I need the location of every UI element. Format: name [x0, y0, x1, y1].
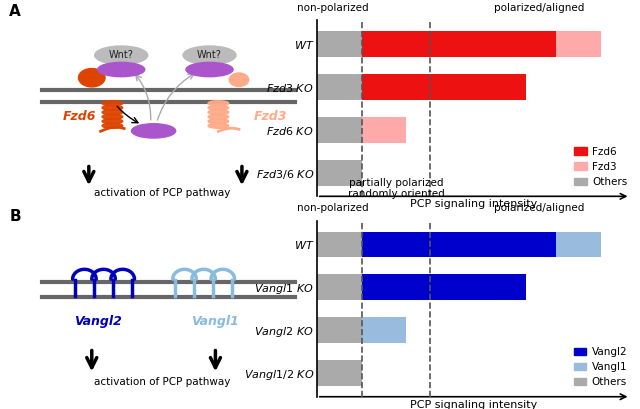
Bar	[317, 274, 362, 300]
Ellipse shape	[132, 124, 176, 138]
Ellipse shape	[102, 123, 123, 128]
Bar	[362, 317, 406, 343]
Text: Cthrc1: Cthrc1	[108, 65, 135, 74]
Ellipse shape	[102, 110, 123, 115]
Text: Wnt?: Wnt?	[109, 50, 134, 60]
Legend: Fzd6, Fzd3, Others: Fzd6, Fzd3, Others	[570, 142, 632, 191]
Bar	[362, 274, 526, 300]
Text: Fzd3: Fzd3	[253, 110, 287, 123]
Text: Vangl2: Vangl2	[74, 315, 122, 328]
Ellipse shape	[208, 114, 228, 119]
Text: partially polarized
randomly oriented: partially polarized randomly oriented	[348, 178, 444, 200]
Bar	[317, 117, 362, 143]
Text: A: A	[10, 4, 21, 19]
Text: polarized/aligned: polarized/aligned	[494, 3, 584, 13]
Text: Fzd6: Fzd6	[62, 110, 96, 123]
Ellipse shape	[98, 62, 145, 77]
Circle shape	[79, 68, 105, 87]
Bar	[556, 31, 600, 57]
Ellipse shape	[102, 114, 123, 119]
Text: non-polarized: non-polarized	[297, 203, 368, 213]
Ellipse shape	[208, 101, 228, 106]
Bar	[362, 31, 556, 57]
Bar	[317, 74, 362, 100]
X-axis label: PCP signaling intensity: PCP signaling intensity	[410, 400, 537, 409]
Text: Cthrc1: Cthrc1	[140, 126, 168, 135]
Ellipse shape	[102, 105, 123, 110]
Bar	[556, 231, 600, 257]
Text: activation of PCP pathway: activation of PCP pathway	[94, 377, 230, 387]
Legend: Vangl2, Vangl1, Others: Vangl2, Vangl1, Others	[570, 343, 632, 391]
Text: Vangl1: Vangl1	[191, 315, 239, 328]
Bar	[317, 231, 362, 257]
Bar	[317, 31, 362, 57]
Bar	[362, 74, 526, 100]
Bar	[317, 160, 362, 186]
Circle shape	[229, 73, 249, 86]
Text: Cthrc1: Cthrc1	[196, 65, 223, 74]
Text: activation of PCP pathway: activation of PCP pathway	[94, 189, 230, 198]
Text: Wnt?: Wnt?	[197, 50, 222, 60]
Ellipse shape	[102, 101, 123, 106]
X-axis label: PCP signaling intensity: PCP signaling intensity	[410, 199, 537, 209]
Ellipse shape	[183, 46, 236, 64]
Ellipse shape	[208, 123, 228, 128]
Bar	[362, 231, 556, 257]
Ellipse shape	[208, 119, 228, 124]
Text: polarized/aligned: polarized/aligned	[494, 203, 584, 213]
Bar	[317, 317, 362, 343]
Ellipse shape	[95, 46, 148, 64]
Ellipse shape	[208, 105, 228, 110]
Text: B: B	[10, 209, 21, 224]
Bar	[317, 360, 362, 386]
Ellipse shape	[102, 119, 123, 124]
Ellipse shape	[186, 62, 233, 77]
Bar	[362, 117, 406, 143]
Ellipse shape	[208, 110, 228, 115]
Text: non-polarized: non-polarized	[297, 3, 368, 13]
